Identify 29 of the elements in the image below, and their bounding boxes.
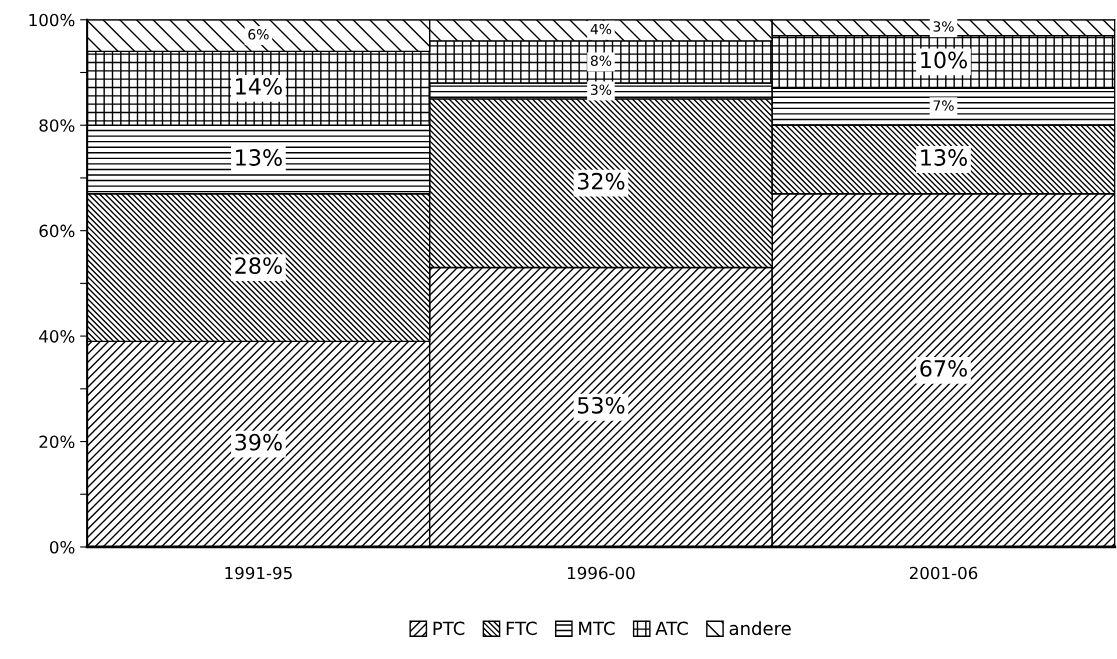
data-label: 4%: [590, 23, 612, 35]
data-label: 8%: [590, 55, 612, 66]
legend-label: FTC: [506, 621, 537, 636]
legend-label: andere: [729, 621, 791, 636]
data-label: 39%: [235, 433, 282, 451]
data-label: 7%: [933, 100, 954, 111]
y-tick-label: 100%: [29, 13, 75, 27]
y-tick-label: 40%: [39, 330, 75, 343]
legend-label: PTC: [433, 621, 465, 636]
data-label: 13%: [236, 149, 282, 166]
data-label: 32%: [577, 172, 625, 190]
data-label: 6%: [248, 29, 269, 40]
legend-label: MTC: [579, 621, 615, 636]
data-label: 10%: [921, 51, 967, 69]
x-tick-label: 1996-00: [567, 566, 635, 580]
data-label: 3%: [933, 21, 954, 32]
data-label: 14%: [236, 77, 282, 95]
data-label: 13%: [921, 149, 967, 166]
legend-label: ATC: [655, 621, 688, 636]
x-tick-label: 2001-06: [909, 566, 978, 580]
data-label: 3%: [590, 84, 612, 95]
y-tick-label: 0%: [49, 540, 75, 554]
data-label: 53%: [577, 396, 625, 414]
x-tick-label: 1991-95: [225, 566, 292, 580]
y-tick-label: 60%: [39, 224, 75, 238]
data-label: 28%: [235, 257, 282, 274]
data-label: 67%: [920, 360, 967, 377]
y-tick-label: 80%: [39, 119, 75, 132]
y-tick-label: 20%: [39, 435, 75, 449]
